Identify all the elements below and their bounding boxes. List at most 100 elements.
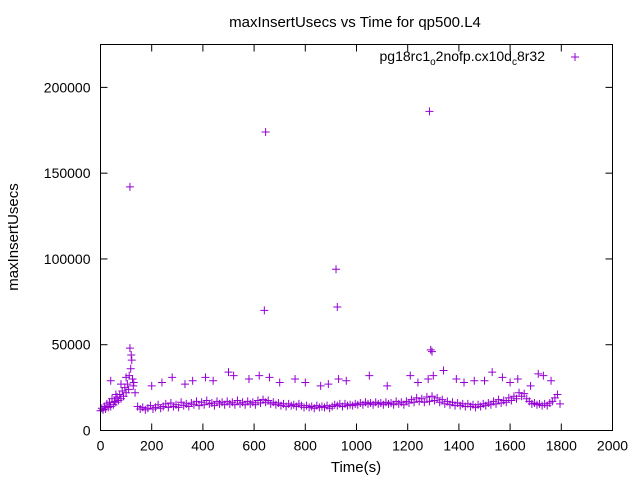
data-point xyxy=(174,403,183,412)
legend-marker xyxy=(571,53,579,61)
data-point xyxy=(520,389,529,398)
data-point xyxy=(224,368,233,377)
data-point xyxy=(229,371,238,380)
data-point xyxy=(507,396,516,405)
data-point xyxy=(420,398,429,407)
data-point xyxy=(553,390,562,399)
data-point xyxy=(438,395,447,404)
data-point xyxy=(127,351,136,360)
data-point xyxy=(251,400,260,409)
data-point xyxy=(129,378,138,387)
legend-label-part: 2nofp.cx10d xyxy=(436,48,512,64)
data-point xyxy=(506,378,515,387)
data-point xyxy=(429,371,438,380)
data-point xyxy=(127,356,136,365)
y-tick-label: 0 xyxy=(83,423,91,439)
data-point xyxy=(129,381,138,390)
data-point xyxy=(333,302,342,311)
data-point xyxy=(131,388,140,397)
data-point xyxy=(342,376,351,385)
data-point xyxy=(260,306,269,315)
data-point xyxy=(513,375,522,384)
data-point xyxy=(556,399,565,408)
data-point xyxy=(383,381,392,390)
x-tick-label: 800 xyxy=(294,438,318,454)
chart-title: maxInsertUsecs vs Time for qp500.L4 xyxy=(229,14,481,31)
x-tick-label: 1400 xyxy=(443,438,474,454)
data-point xyxy=(539,371,548,380)
data-point xyxy=(547,376,556,385)
data-points xyxy=(96,107,565,415)
data-point xyxy=(424,375,433,384)
data-point xyxy=(128,375,137,384)
data-point xyxy=(265,373,274,382)
x-tick-label: 1000 xyxy=(341,438,372,454)
data-point xyxy=(106,376,115,385)
y-tick-label: 50000 xyxy=(52,337,91,353)
y-tick-label: 100000 xyxy=(44,251,91,267)
legend-label-subscript: o xyxy=(430,57,436,68)
data-point xyxy=(230,400,239,409)
data-point xyxy=(426,345,435,354)
data-point xyxy=(433,393,442,402)
data-point xyxy=(261,127,270,136)
data-point xyxy=(428,347,437,356)
y-tick-label: 150000 xyxy=(44,165,91,181)
data-point xyxy=(534,369,543,378)
data-point xyxy=(512,394,521,403)
data-point xyxy=(255,371,264,380)
x-tick-label: 600 xyxy=(242,438,266,454)
data-point xyxy=(316,381,325,390)
x-tick-label: 0 xyxy=(97,438,105,454)
data-point xyxy=(180,380,189,389)
data-point xyxy=(492,399,501,408)
data-point xyxy=(111,390,120,399)
data-point xyxy=(488,368,497,377)
x-axis: 0 200 400 600 800 1000 1200 1400 1600 1800 2000 xyxy=(97,44,628,454)
data-point xyxy=(332,265,341,274)
data-point xyxy=(425,107,434,116)
data-point xyxy=(201,373,210,382)
data-point xyxy=(334,375,343,384)
y-axis-label: maxInsertUsecs xyxy=(5,183,22,291)
data-point xyxy=(413,378,422,387)
data-point xyxy=(526,381,535,390)
legend-marker-symbol xyxy=(571,53,579,61)
data-point xyxy=(188,376,197,385)
data-point xyxy=(125,182,134,191)
data-point xyxy=(126,364,135,373)
data-point xyxy=(365,371,374,380)
y-axis: 0 50000 100000 150000 200000 xyxy=(44,79,613,439)
x-tick-label: 2000 xyxy=(597,438,628,454)
data-point xyxy=(301,378,310,387)
legend-label: pg18rc1o2nofp.cx10dc8r32 xyxy=(380,48,546,68)
data-point xyxy=(209,376,218,385)
data-point xyxy=(168,373,177,382)
data-point xyxy=(410,398,419,407)
data-point xyxy=(480,376,489,385)
data-point xyxy=(244,375,253,384)
legend-label-subscript: c xyxy=(512,57,517,68)
x-tick-label: 1800 xyxy=(546,438,577,454)
data-point xyxy=(116,380,125,389)
data-point xyxy=(157,378,166,387)
data-point xyxy=(470,376,479,385)
data-point xyxy=(452,375,461,384)
x-tick-label: 1200 xyxy=(392,438,423,454)
data-point xyxy=(291,375,300,384)
data-point xyxy=(498,373,507,382)
data-point xyxy=(125,344,134,353)
data-point xyxy=(428,392,437,401)
data-point xyxy=(502,398,511,407)
plot-frame xyxy=(100,44,613,431)
data-point xyxy=(422,393,431,402)
data-point xyxy=(460,378,469,387)
data-point xyxy=(122,373,131,382)
data-point xyxy=(164,403,173,412)
legend-label-part: 8r32 xyxy=(517,48,545,64)
data-point xyxy=(192,397,201,406)
data-point xyxy=(406,371,415,380)
data-point xyxy=(200,400,209,409)
data-point xyxy=(275,378,284,387)
